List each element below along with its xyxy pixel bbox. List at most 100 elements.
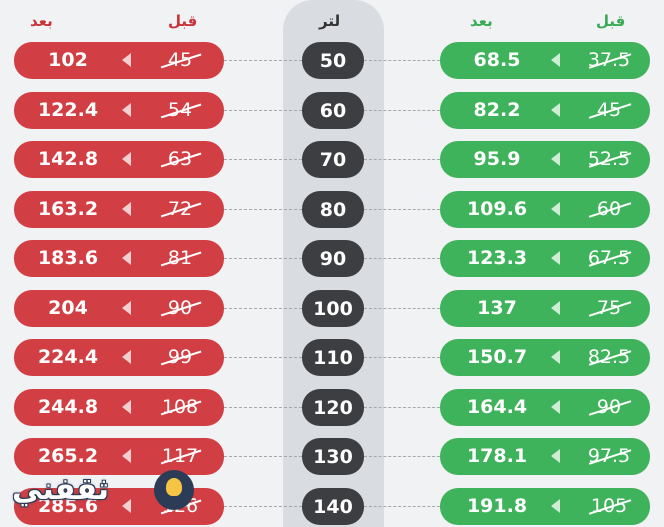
chevron-left-icon xyxy=(551,449,560,463)
red-after-value: 102 xyxy=(48,49,88,71)
chevron-left-icon xyxy=(551,103,560,117)
green-price-pill: 178.1 97.5 xyxy=(440,438,650,475)
connector-line xyxy=(364,407,440,408)
liter-pill: 60 xyxy=(302,92,364,129)
green-before-value: 82.5 xyxy=(576,339,642,376)
chevron-left-icon xyxy=(122,152,131,166)
green-price-pill: 191.8 105 xyxy=(440,488,650,525)
connector-line xyxy=(364,506,440,507)
red-after-value: 122.4 xyxy=(37,99,99,121)
red-price-pill: 142.8 63 xyxy=(14,141,224,178)
red-price-pill: 183.6 81 xyxy=(14,240,224,277)
connector-line xyxy=(224,110,302,111)
green-before-value: 67.5 xyxy=(576,240,642,277)
connector-line xyxy=(364,159,440,160)
green-after-value: 150.7 xyxy=(466,346,528,368)
red-after-value: 224.4 xyxy=(37,346,99,368)
red-after-value: 285.6 xyxy=(37,495,99,517)
connector-line xyxy=(364,357,440,358)
liter-pill: 100 xyxy=(302,290,364,327)
chevron-left-icon xyxy=(122,53,131,67)
green-before-value: 105 xyxy=(576,488,642,525)
chevron-left-icon xyxy=(551,499,560,513)
green-after-value: 191.8 xyxy=(466,495,528,517)
green-before-value: 90 xyxy=(576,389,642,426)
green-after-value: 95.9 xyxy=(473,148,521,170)
connector-line xyxy=(224,209,302,210)
chevron-left-icon xyxy=(122,301,131,315)
chevron-left-icon xyxy=(122,350,131,364)
green-before-value: 75 xyxy=(576,290,642,327)
connector-line xyxy=(364,258,440,259)
liter-pill: 50 xyxy=(302,42,364,79)
green-before-value: 37.5 xyxy=(576,42,642,79)
red-after-value: 265.2 xyxy=(37,445,99,467)
connector-line xyxy=(224,258,302,259)
watermark-text: ثقفني xyxy=(12,472,110,507)
red-before-value: 108 xyxy=(148,389,212,426)
green-price-pill: 95.9 52.5 xyxy=(440,141,650,178)
red-after-value: 244.8 xyxy=(37,396,99,418)
liter-pill: 130 xyxy=(302,438,364,475)
connector-line xyxy=(224,308,302,309)
chevron-left-icon xyxy=(551,251,560,265)
green-before-value: 45 xyxy=(576,92,642,129)
connector-line xyxy=(224,506,302,507)
chevron-left-icon xyxy=(551,350,560,364)
red-before-value: 99 xyxy=(148,339,212,376)
connector-line xyxy=(364,110,440,111)
red-price-pill: 102 45 xyxy=(14,42,224,79)
connector-line xyxy=(364,456,440,457)
red-after-value: 163.2 xyxy=(37,198,99,220)
green-price-pill: 164.4 90 xyxy=(440,389,650,426)
red-price-pill: 122.4 54 xyxy=(14,92,224,129)
green-after-value: 82.2 xyxy=(473,99,521,121)
chevron-left-icon xyxy=(122,202,131,216)
red-price-pill: 204 90 xyxy=(14,290,224,327)
green-price-pill: 123.3 67.5 xyxy=(440,240,650,277)
connector-line xyxy=(364,209,440,210)
red-before-value: 72 xyxy=(148,191,212,228)
connector-line xyxy=(224,407,302,408)
green-price-pill: 68.5 37.5 xyxy=(440,42,650,79)
header-right-after: بعد xyxy=(470,12,493,30)
red-before-value: 54 xyxy=(148,92,212,129)
connector-line xyxy=(364,308,440,309)
liter-pill: 80 xyxy=(302,191,364,228)
green-before-value: 52.5 xyxy=(576,141,642,178)
green-after-value: 137 xyxy=(477,297,517,319)
chevron-left-icon xyxy=(122,400,131,414)
red-before-value: 117 xyxy=(148,438,212,475)
chevron-left-icon xyxy=(551,152,560,166)
green-after-value: 164.4 xyxy=(466,396,528,418)
connector-line xyxy=(224,159,302,160)
red-after-value: 142.8 xyxy=(37,148,99,170)
header-left-before: قبل xyxy=(168,12,198,30)
header-right-before: قبل xyxy=(596,12,626,30)
red-price-pill: 244.8 108 xyxy=(14,389,224,426)
liter-pill: 140 xyxy=(302,488,364,525)
chevron-left-icon xyxy=(122,103,131,117)
green-before-value: 97.5 xyxy=(576,438,642,475)
connector-line xyxy=(224,357,302,358)
green-price-pill: 150.7 82.5 xyxy=(440,339,650,376)
red-after-value: 183.6 xyxy=(37,247,99,269)
header-liter: لتر xyxy=(319,12,341,30)
chevron-left-icon xyxy=(551,202,560,216)
red-before-value: 63 xyxy=(148,141,212,178)
red-price-pill: 224.4 99 xyxy=(14,339,224,376)
red-after-value: 204 xyxy=(48,297,88,319)
green-price-pill: 109.6 60 xyxy=(440,191,650,228)
green-before-value: 60 xyxy=(576,191,642,228)
red-price-pill: 163.2 72 xyxy=(14,191,224,228)
header-left-after: بعد xyxy=(30,12,53,30)
liter-pill: 70 xyxy=(302,141,364,178)
red-before-value: 81 xyxy=(148,240,212,277)
liter-pill: 120 xyxy=(302,389,364,426)
connector-line xyxy=(224,456,302,457)
chevron-left-icon xyxy=(122,251,131,265)
red-before-value: 90 xyxy=(148,290,212,327)
green-after-value: 109.6 xyxy=(466,198,528,220)
liter-pill: 90 xyxy=(302,240,364,277)
